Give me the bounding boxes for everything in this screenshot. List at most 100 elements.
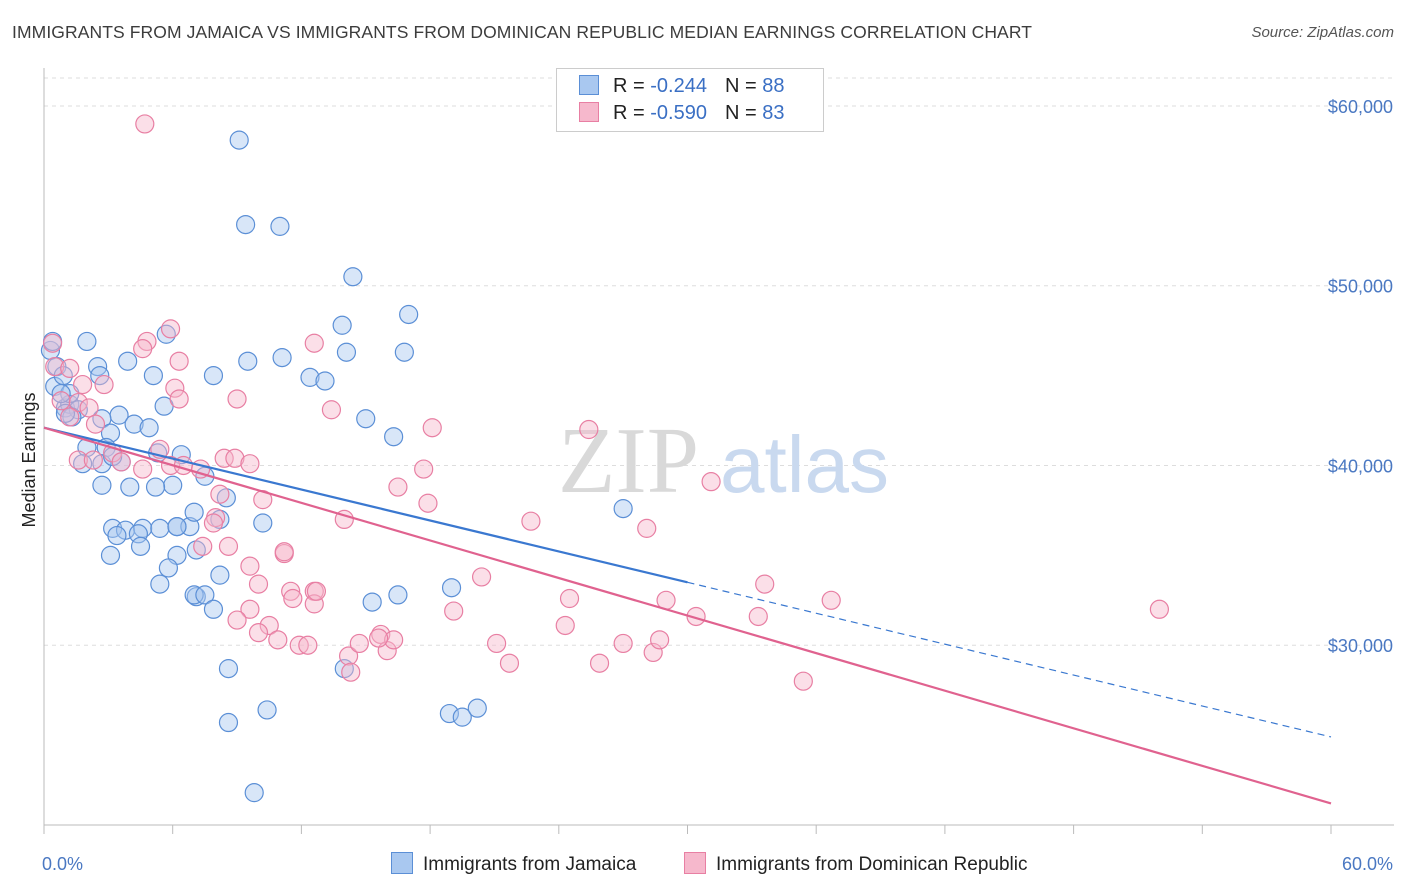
dominican-point: [193, 536, 213, 556]
dominican-point: [306, 581, 327, 601]
dominican-point: [281, 581, 301, 601]
dominican-point: [521, 511, 541, 531]
dominican-point: [68, 392, 88, 413]
dominican-point: [133, 339, 153, 359]
jamaica-point: [343, 267, 363, 287]
dominican-point: [160, 319, 181, 339]
dominican-point: [227, 389, 247, 409]
jamaica-point: [467, 698, 487, 718]
jamaica-point: [120, 477, 140, 497]
bottom-swatch-dominican: [684, 852, 706, 874]
dominican-point: [1149, 599, 1170, 619]
jamaica-point: [388, 585, 408, 605]
jamaica-point: [356, 409, 376, 429]
dominican-point: [559, 588, 580, 609]
legend-r-value: -0.244: [650, 75, 707, 97]
dominican-point: [203, 513, 224, 533]
y-tick-label: $60,000: [1328, 97, 1393, 117]
jamaica-point: [128, 524, 148, 544]
jamaica-point: [203, 599, 224, 619]
dominican-point: [240, 454, 260, 474]
dominican-point: [85, 414, 106, 434]
jamaica-point: [143, 365, 163, 386]
jamaica-point: [216, 488, 236, 508]
dominican-point: [210, 484, 230, 504]
jamaica-point: [158, 558, 179, 578]
jamaica-point: [145, 477, 166, 497]
trend-line-jamaica: [43, 426, 688, 584]
y-tick-label: $50,000: [1328, 277, 1393, 297]
dominican-point: [304, 594, 324, 614]
dominican-point: [51, 391, 71, 411]
dominican-point: [650, 630, 670, 650]
jamaica-point: [272, 348, 292, 368]
jamaica-point: [124, 414, 144, 434]
bottom-legend-jamaica: Immigrants from Jamaica: [391, 852, 636, 876]
bottom-legend-label-dominican: Immigrants from Dominican Republic: [716, 854, 1028, 875]
watermark-zip: ZIP: [558, 409, 699, 513]
jamaica-point: [186, 540, 206, 560]
dominican-point: [94, 374, 114, 395]
jamaica-point: [100, 545, 121, 565]
dominican-point: [321, 400, 342, 420]
dominican-point: [637, 518, 657, 538]
axes: [43, 68, 1394, 834]
dominican-point: [42, 333, 63, 353]
dominican-point: [73, 374, 93, 395]
dominican-point: [111, 452, 131, 472]
legend-n-label: N =: [724, 102, 757, 124]
trend-line-jamaica-extension: [687, 581, 1332, 738]
dominican-point: [701, 472, 721, 492]
dominican-point: [414, 459, 434, 479]
jamaica-point: [139, 418, 159, 438]
watermark: ZIP atlas: [558, 409, 889, 513]
jamaica-point: [238, 351, 258, 371]
y-axis-label: Median Earnings: [19, 392, 39, 527]
jamaica-point: [441, 578, 462, 598]
series-jamaica-points: [40, 130, 633, 803]
jamaica-point: [92, 475, 112, 495]
bottom-legend-dominican: Immigrants from Dominican Republic: [684, 852, 1028, 876]
jamaica-point: [195, 585, 215, 605]
dominican-point: [169, 351, 189, 371]
x-tick-label: 0.0%: [42, 854, 83, 874]
legend-swatch-jamaica: [579, 75, 599, 95]
dominican-point: [499, 653, 520, 673]
jamaica-point: [229, 130, 249, 150]
jamaica-point: [257, 700, 277, 720]
dominican-point: [248, 574, 269, 594]
dominican-point: [341, 662, 361, 682]
x-tick-label: 60.0%: [1342, 854, 1393, 874]
jamaica-point: [51, 383, 71, 404]
dominican-point: [349, 633, 369, 654]
dominican-point: [60, 358, 80, 379]
dominican-point: [135, 114, 155, 134]
y-tick-label: $30,000: [1328, 636, 1393, 656]
jamaica-point: [399, 304, 419, 325]
dominican-point: [755, 574, 775, 594]
trend-lines: [43, 426, 1332, 805]
jamaica-point: [150, 574, 170, 594]
x-tick-labels: 0.0% 60.0%: [42, 854, 1393, 874]
legend-n-value: 83: [762, 102, 785, 124]
jamaica-point: [107, 525, 127, 546]
source-label: Source: ZipAtlas.com: [1251, 24, 1394, 41]
jamaica-point: [270, 216, 290, 236]
dominican-point: [259, 615, 279, 636]
jamaica-point: [184, 502, 204, 522]
dominican-point: [471, 567, 492, 587]
chart-title: IMMIGRANTS FROM JAMAICA VS IMMIGRANTS FR…: [12, 22, 1033, 42]
dominican-point: [225, 448, 245, 468]
dominican-point: [60, 407, 80, 427]
jamaica-point: [613, 499, 633, 519]
dominican-point: [821, 590, 841, 610]
dominican-point: [268, 630, 288, 650]
legend-n-label: N =: [724, 75, 757, 97]
y-axis-title: Median Earnings: [19, 392, 39, 527]
jamaica-point: [92, 409, 112, 429]
jamaica-point: [336, 342, 357, 362]
jamaica-point: [90, 365, 110, 386]
dominican-point: [384, 630, 404, 650]
dominican-point: [240, 599, 260, 619]
